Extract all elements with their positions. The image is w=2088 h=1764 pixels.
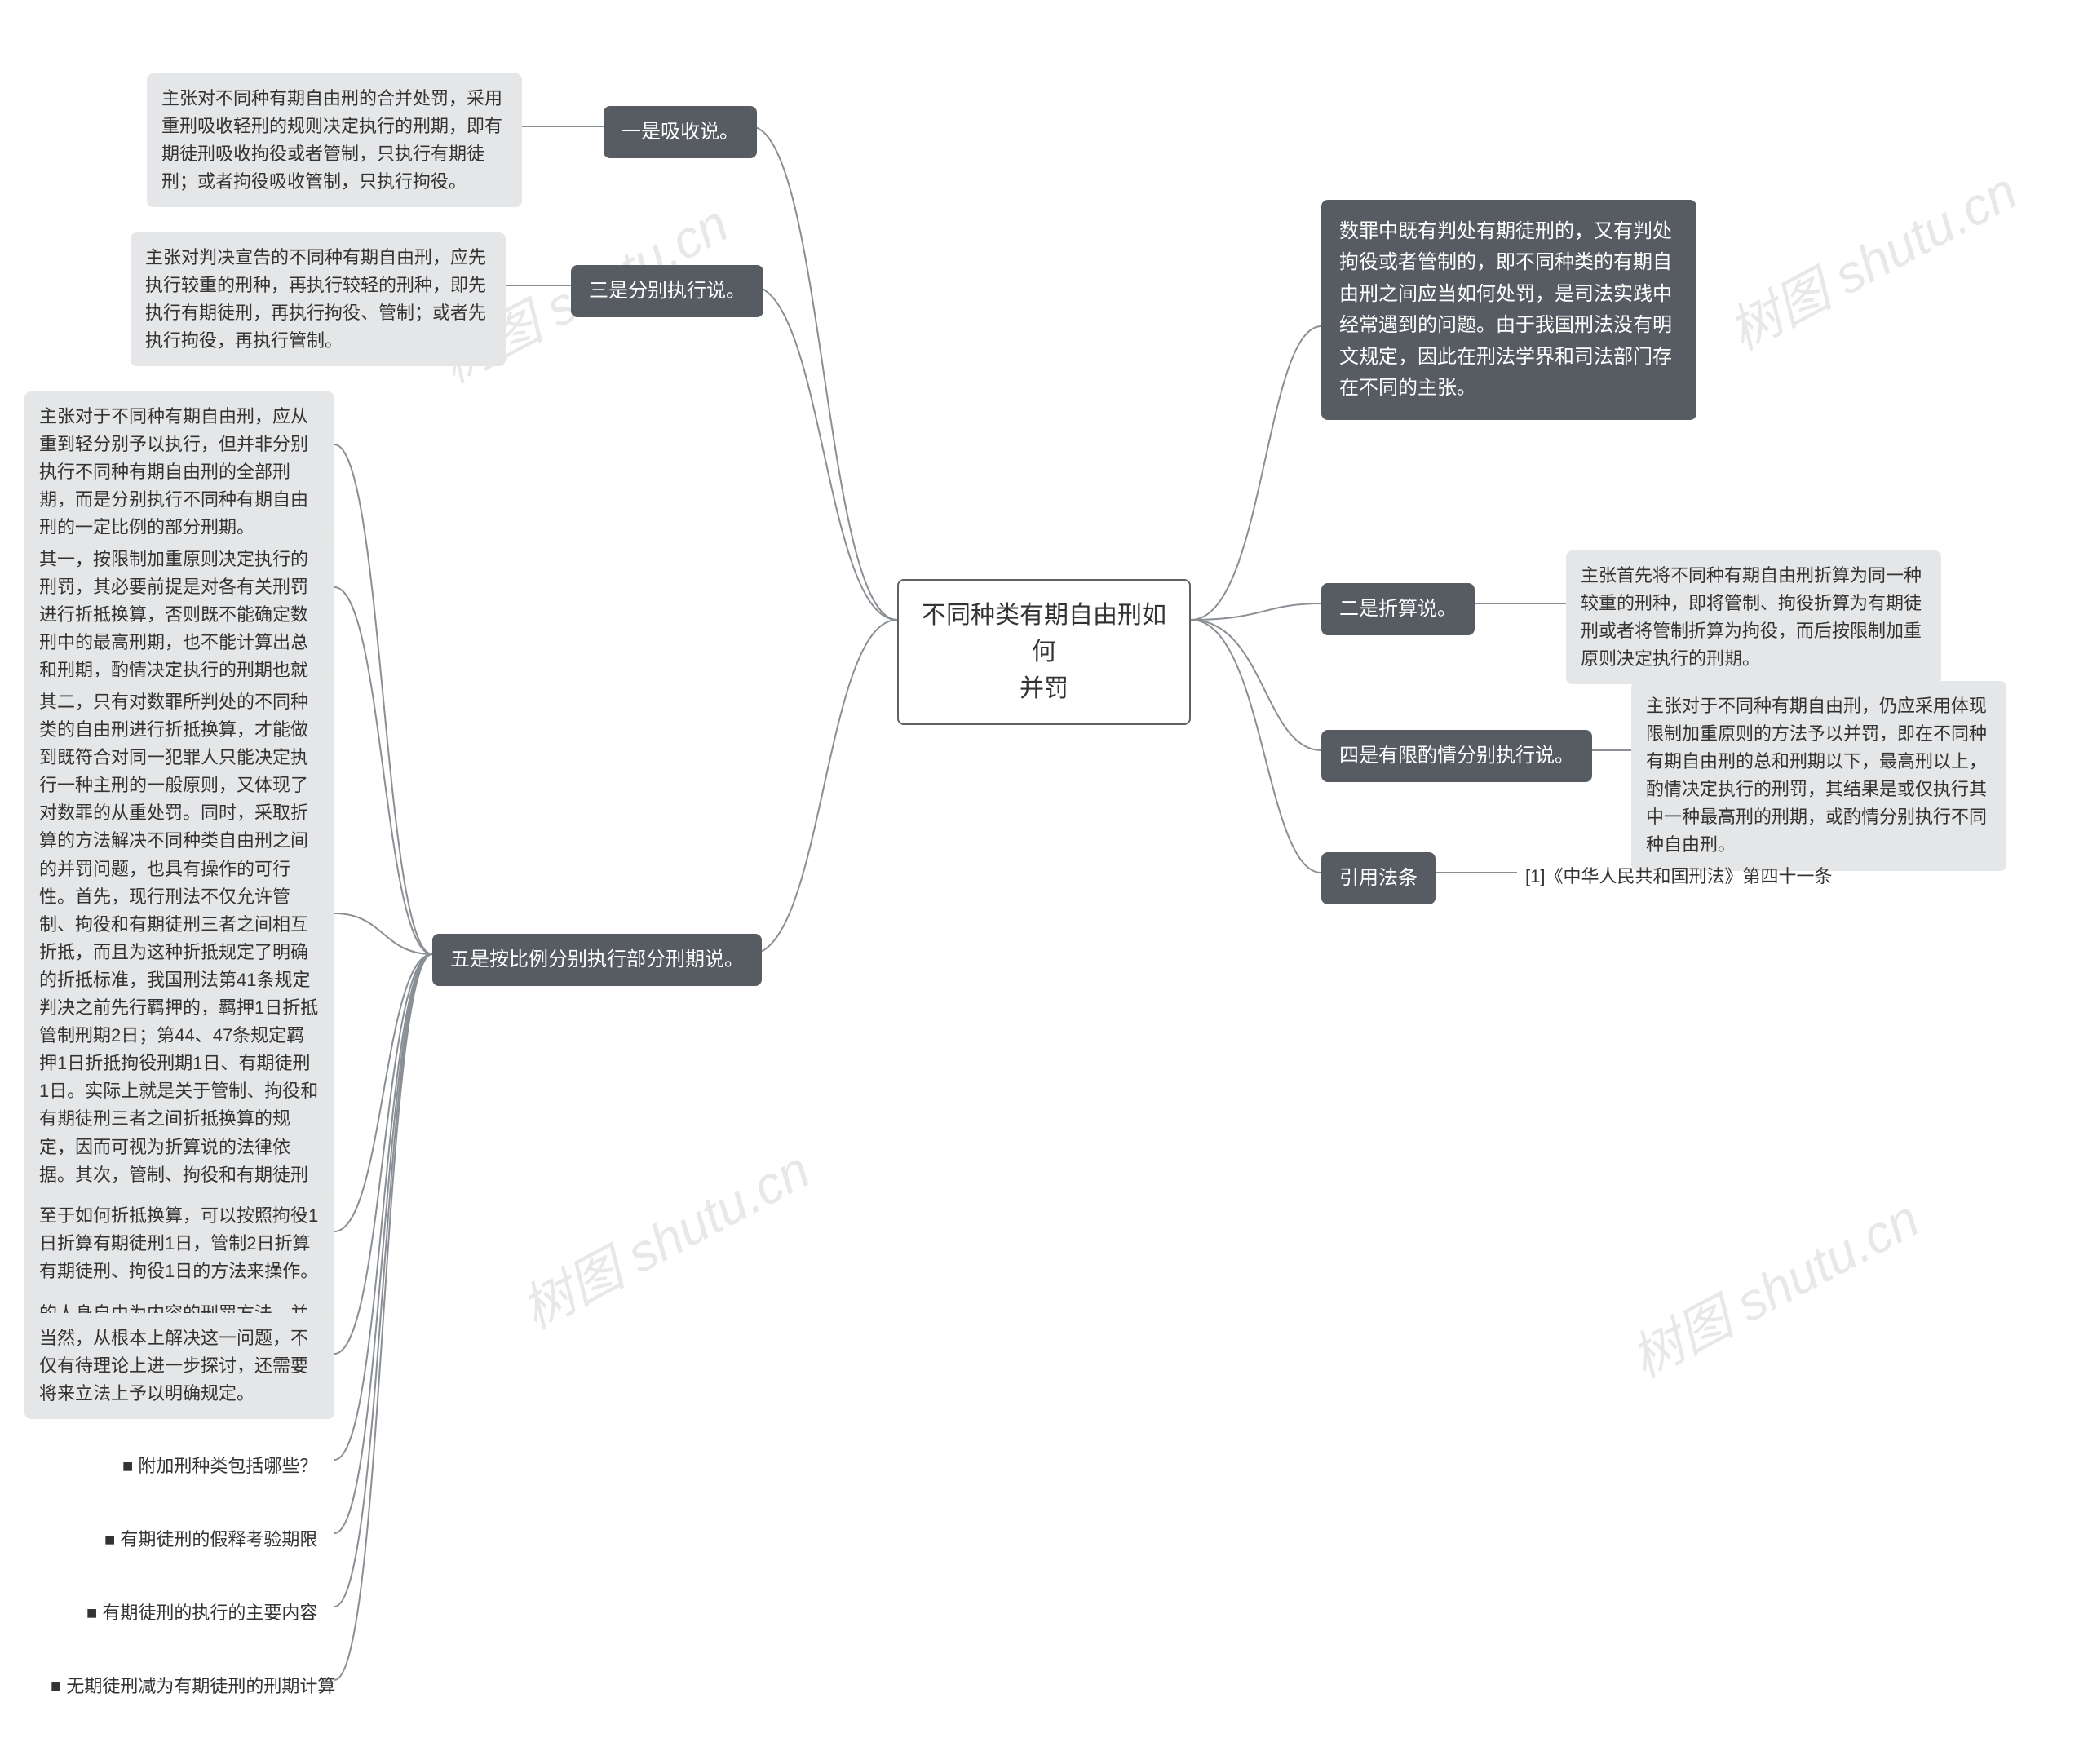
branch-k5: 五是按比例分别执行部分刑期说。 — [432, 934, 762, 986]
branch-k2-detail: 主张首先将不同种有期自由刑折算为同一种较重的刑种，即将管制、拘役折算为有期徒刑或… — [1566, 550, 1941, 684]
branch-k1-detail: 主张对不同种有期自由刑的合并处罚，采用重刑吸收轻刑的规则决定执行的刑期，即有期徒… — [147, 73, 522, 207]
branch-k5-b1: ■ 附加刑种类包括哪些？ — [114, 1448, 325, 1484]
branch-ref: 引用法条 — [1321, 852, 1436, 904]
root-node: 不同种类有期自由刑如何 并罚 — [897, 579, 1191, 725]
watermark: 树图 shutu.cn — [507, 1129, 821, 1343]
branch-k5-d5: 当然，从根本上解决这一问题，不仅有待理论上进一步探讨，还需要将来立法上予以明确规… — [24, 1313, 334, 1419]
branch-k3-detail: 主张对判决宣告的不同种有期自由刑，应先执行较重的刑种，再执行较轻的刑种，即先执行… — [130, 232, 506, 366]
branch-k5-d1: 主张对于不同种有期自由刑，应从重到轻分别予以执行，但并非分别执行不同种有期自由刑… — [24, 391, 334, 553]
branch-k5-b2: ■ 有期徒刑的假释考验期限 — [96, 1521, 325, 1558]
watermark: 树图 shutu.cn — [1616, 1178, 1931, 1392]
intro-node: 数罪中既有判处有期徒刑的，又有判处拘役或者管制的，即不同种类的有期自由刑之间应当… — [1321, 200, 1696, 420]
branch-k4: 四是有限酌情分别执行说。 — [1321, 730, 1592, 782]
branch-k4-detail: 主张对于不同种有期自由刑，仍应采用体现限制加重原则的方法予以并罚，即在不同种有期… — [1631, 681, 2006, 871]
branch-k5-d4: 至于如何折抵换算，可以按照拘役1日折算有期徒刑1日，管制2日折算有期徒刑、拘役1… — [24, 1191, 334, 1297]
root-title-line1: 不同种类有期自由刑如何 — [918, 597, 1170, 670]
watermark: 树图 shutu.cn — [1714, 150, 2028, 365]
branch-ref-detail: [1]《中华人民共和国刑法》第四十一条 — [1517, 858, 1840, 895]
branch-k5-b4: ■ 无期徒刑减为有期徒刑的刑期计算 — [42, 1668, 343, 1704]
branch-k1: 一是吸收说。 — [604, 106, 757, 158]
branch-k3: 三是分别执行说。 — [571, 265, 763, 317]
branch-k5-b3: ■ 有期徒刑的执行的主要内容 — [78, 1594, 325, 1631]
branch-k2: 二是折算说。 — [1321, 583, 1475, 635]
root-title-line2: 并罚 — [918, 670, 1170, 707]
